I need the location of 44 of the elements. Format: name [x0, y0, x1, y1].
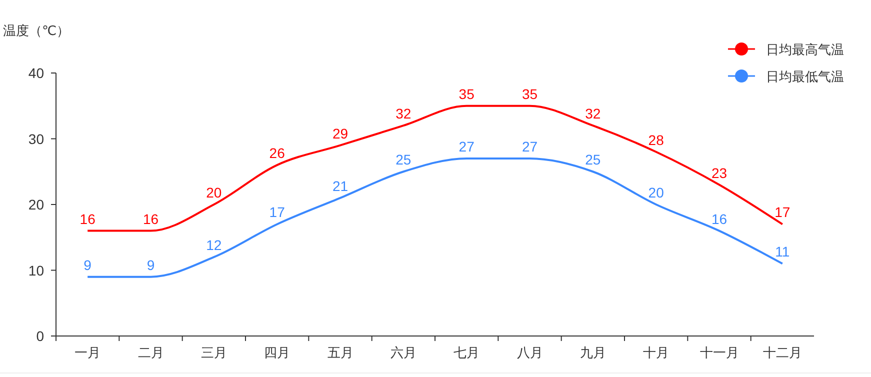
data-label: 32 — [396, 106, 412, 122]
data-label: 16 — [711, 210, 728, 227]
data-label: 16 — [142, 210, 159, 227]
data-label: 25 — [585, 152, 601, 168]
data-label: 28 — [648, 132, 664, 148]
data-label: 23 — [711, 164, 728, 181]
data-label: 29 — [332, 125, 348, 142]
data-label: 35 — [458, 86, 475, 102]
x-tick-label: 七月 — [454, 345, 480, 360]
data-label: 9 — [146, 256, 155, 273]
x-tick-label: 六月 — [390, 345, 416, 360]
y-tick-label: 0 — [36, 328, 44, 344]
x-tick-label: 九月 — [580, 345, 606, 360]
data-label: 35 — [522, 86, 538, 102]
data-label: 17 — [774, 204, 790, 220]
data-label: 32 — [585, 106, 601, 122]
x-tick-label: 三月 — [200, 345, 227, 360]
y-axis-title: 温度（℃） — [3, 23, 70, 38]
x-tick-label: 十一月 — [700, 345, 739, 360]
data-label: 27 — [458, 138, 475, 154]
y-tick-label: 30 — [28, 130, 44, 147]
x-tick-label: 十月 — [643, 345, 670, 360]
data-label: 27 — [522, 138, 538, 154]
x-tick-label: 一月 — [74, 345, 101, 360]
data-label: 21 — [332, 178, 348, 194]
data-label: 11 — [775, 244, 790, 260]
y-tick-label: 20 — [28, 196, 44, 212]
x-tick-label: 十二月 — [762, 345, 802, 360]
y-tick-label: 40 — [28, 65, 44, 81]
data-label: 20 — [206, 184, 222, 200]
data-label: 20 — [648, 184, 664, 200]
legend-label: 日均最高气温 — [766, 42, 844, 57]
data-label: 26 — [269, 145, 286, 162]
data-label: 25 — [396, 152, 412, 168]
x-tick-label: 五月 — [327, 345, 354, 360]
x-tick-label: 四月 — [264, 345, 290, 360]
legend-label: 日均最低气温 — [766, 69, 844, 84]
data-label: 16 — [80, 210, 96, 227]
y-tick-label: 10 — [28, 262, 44, 278]
x-tick-label: 二月 — [138, 345, 164, 360]
data-label: 12 — [206, 237, 222, 254]
x-tick-label: 八月 — [516, 345, 543, 360]
data-label: 17 — [269, 204, 286, 220]
data-label: 9 — [84, 256, 92, 273]
